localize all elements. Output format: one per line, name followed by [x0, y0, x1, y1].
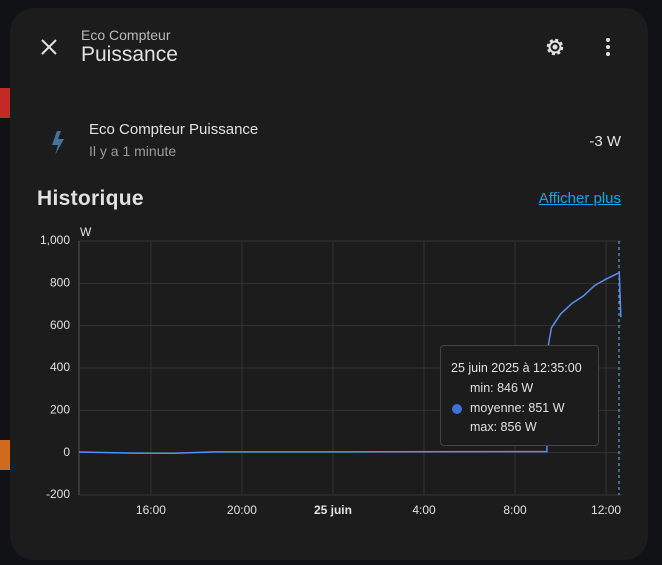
- x-tick-label: 12:00: [591, 503, 621, 517]
- dialog: [10, 8, 648, 560]
- bg-strip: [0, 88, 10, 118]
- tooltip-min: min: 846 W: [470, 381, 534, 395]
- y-tick-label: 1,000: [40, 233, 70, 247]
- y-unit: W: [80, 225, 92, 239]
- bg-strip: [0, 440, 10, 470]
- entity-icon: [52, 131, 64, 155]
- tooltip-time: 25 juin 2025 à 12:35:00: [451, 361, 582, 375]
- y-tick-label: -200: [46, 487, 70, 501]
- entity-name: Eco Compteur Puissance: [89, 121, 259, 138]
- close-button[interactable]: [41, 39, 57, 55]
- x-tick-label: 25 juin: [314, 503, 352, 517]
- x-tick-label: 8:00: [503, 503, 527, 517]
- x-tick-label: 20:00: [227, 503, 257, 517]
- y-tick-label: 600: [50, 318, 70, 332]
- entity-last-changed: Il y a 1 minute: [89, 143, 177, 159]
- x-tick-label: 4:00: [412, 503, 436, 517]
- dialog-subtitle: Eco Compteur: [81, 27, 171, 43]
- tooltip-max: max: 856 W: [470, 420, 537, 434]
- more-link[interactable]: Afficher plus: [538, 190, 621, 207]
- y-tick-label: 400: [50, 360, 70, 374]
- dialog-title: Puissance: [81, 43, 178, 66]
- entity-state: -3 W: [589, 133, 621, 150]
- y-tick-label: 800: [50, 276, 70, 290]
- history-heading: Historique: [37, 187, 144, 210]
- tooltip: 25 juin 2025 à 12:35:00 min: 846 W moyen…: [440, 345, 599, 446]
- settings-button[interactable]: [546, 38, 564, 56]
- tooltip-dot: [452, 404, 462, 414]
- y-tick-label: 0: [63, 445, 70, 459]
- tooltip-mean: moyenne: 851 W: [470, 401, 565, 415]
- y-tick-label: 200: [50, 403, 70, 417]
- x-tick-label: 16:00: [136, 503, 166, 517]
- menu-button[interactable]: [606, 38, 610, 56]
- series-line: [78, 271, 622, 455]
